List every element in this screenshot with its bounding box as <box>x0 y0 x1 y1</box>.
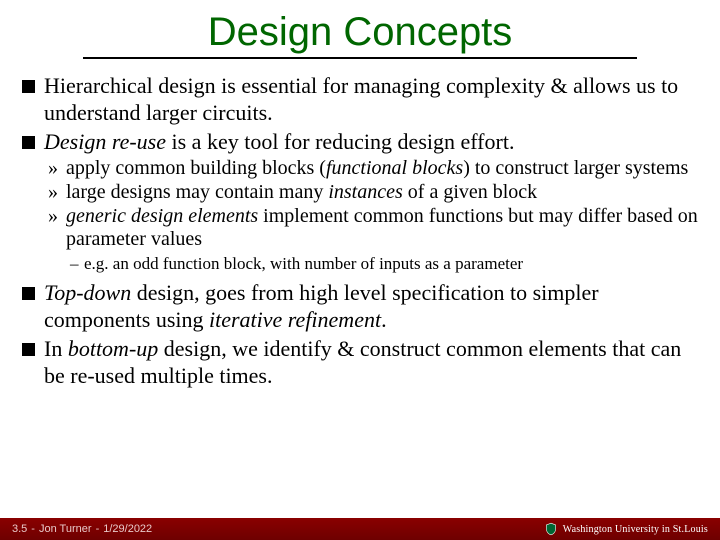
footer-slide-number: 3.5 <box>12 523 27 535</box>
university-shield-icon <box>544 522 558 536</box>
bullet-text: e.g. an odd function block, with number … <box>84 254 523 273</box>
footer-sep: - <box>96 523 100 535</box>
bullet-text-italic: generic design elements <box>66 205 258 227</box>
bullet-text: . <box>381 307 387 332</box>
footer-left: 3.5 - Jon Turner - 1/29/2022 <box>12 523 152 535</box>
subbullet-generic: generic design elements implement common… <box>22 205 698 252</box>
slide-title: Design Concepts <box>22 10 698 55</box>
bullet-text-italic: functional blocks <box>326 157 463 179</box>
footer-date: 1/29/2022 <box>103 523 152 535</box>
bullet-hierarchical: Hierarchical design is essential for man… <box>22 73 698 127</box>
bullet-text-italic: Design re-use <box>44 129 166 154</box>
footer-university: Washington University in St.Louis <box>563 524 708 535</box>
bullet-text: large designs may contain many <box>66 181 328 203</box>
bullet-text-italic: bottom-up <box>68 336 158 361</box>
subbullet-blocks: apply common building blocks (functional… <box>22 157 698 181</box>
footer-author: Jon Turner <box>39 523 92 535</box>
bullet-text-italic: instances <box>328 181 402 203</box>
bullet-text: ) to construct larger systems <box>463 157 688 179</box>
bullet-text: In <box>44 336 68 361</box>
subsubbullet-example: e.g. an odd function block, with number … <box>22 254 698 274</box>
bullet-text-italic: iterative refinement <box>209 307 381 332</box>
bullet-text: of a given block <box>403 181 537 203</box>
bullet-text-italic: Top-down <box>44 280 131 305</box>
footer-sep: - <box>31 523 35 535</box>
slide: Design Concepts Hierarchical design is e… <box>0 0 720 540</box>
bullet-bottomup: In bottom-up design, we identify & const… <box>22 336 698 390</box>
subbullet-instances: large designs may contain many instances… <box>22 181 698 205</box>
bullet-text: apply common building blocks ( <box>66 157 326 179</box>
slide-footer: 3.5 - Jon Turner - 1/29/2022 Washington … <box>0 518 720 540</box>
title-rule <box>83 57 637 59</box>
slide-content: Hierarchical design is essential for man… <box>22 73 698 390</box>
bullet-reuse: Design re-use is a key tool for reducing… <box>22 129 698 156</box>
footer-right: Washington University in St.Louis <box>544 522 708 536</box>
bullet-text: is a key tool for reducing design effort… <box>166 129 514 154</box>
bullet-topdown: Top-down design, goes from high level sp… <box>22 280 698 334</box>
bullet-text: Hierarchical design is essential for man… <box>44 73 678 125</box>
